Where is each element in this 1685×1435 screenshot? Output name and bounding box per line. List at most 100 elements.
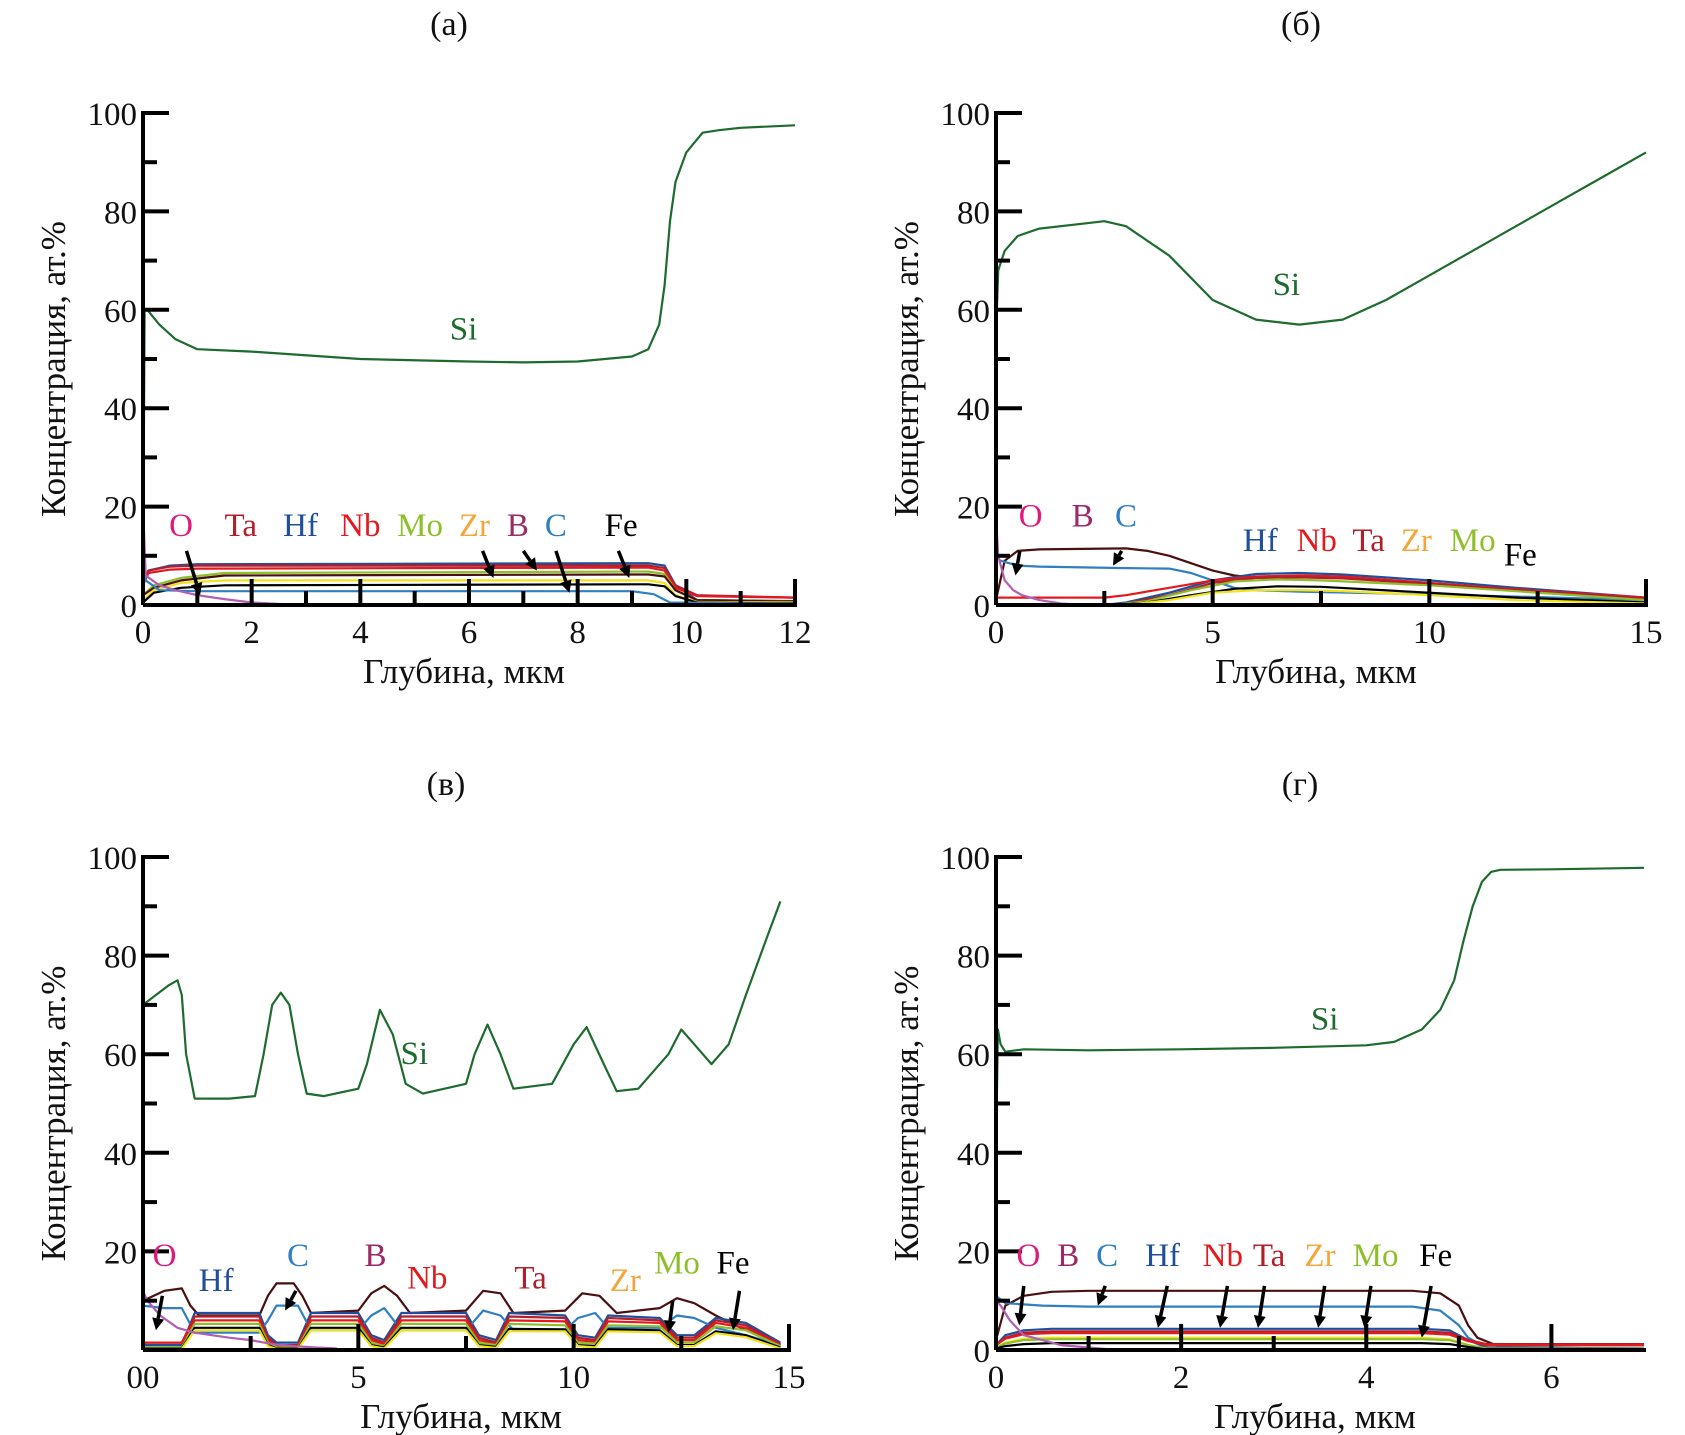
x-axis-title: Глубина, мкм — [1215, 652, 1417, 691]
arrow-head-icon — [729, 1317, 741, 1331]
pointer-arrow — [1015, 550, 1022, 564]
element-label-c: C — [287, 1238, 309, 1274]
y-axis-title: Концентрация, ат.% — [34, 221, 73, 517]
y-tick-label: 20 — [104, 1235, 137, 1271]
element-label-fe: Fe — [605, 508, 638, 544]
element-label-b: B — [365, 1238, 387, 1274]
element-label-hf: Hf — [1145, 1238, 1180, 1274]
panel-title: (б) — [1281, 6, 1321, 43]
element-label-c: C — [1115, 498, 1137, 534]
element-label-b: B — [1072, 498, 1094, 534]
y-tick-label: 100 — [941, 97, 991, 133]
series-line-nb — [143, 1319, 781, 1348]
y-tick-label: 20 — [957, 491, 990, 527]
y-tick-label: 60 — [957, 1038, 990, 1074]
element-label-mo: Mo — [397, 508, 443, 544]
series-line-si — [142, 901, 782, 1100]
arrow-head-icon — [483, 564, 495, 578]
element-label-nb: Nb — [340, 508, 380, 544]
y-axis-title: Концентрация, ат.% — [887, 221, 926, 517]
element-label-nb: Nb — [1296, 523, 1336, 559]
y-tick-label: 60 — [104, 294, 137, 330]
element-label-ta: Ta — [1253, 1238, 1286, 1274]
arrow-head-icon — [1011, 562, 1024, 576]
series-line-zr — [996, 589, 1647, 607]
series-line-b — [994, 547, 1257, 601]
y-tick-label: 60 — [957, 294, 990, 330]
x-tick-label: 10 — [557, 1360, 590, 1396]
y-axis-title: Концентрация, ат.% — [34, 966, 73, 1262]
element-label-zr: Zr — [459, 508, 490, 544]
series-line-o — [995, 1299, 1117, 1352]
pointer-arrow — [733, 1290, 742, 1319]
element-label-o: O — [1016, 1238, 1040, 1274]
x-tick-label: 12 — [779, 615, 812, 651]
pointer-arrow — [1258, 1285, 1267, 1317]
element-label-fe: Fe — [717, 1246, 750, 1282]
series-line-o — [994, 516, 1083, 607]
pointer-arrow — [289, 1290, 298, 1301]
x-tick-label: 2 — [243, 615, 260, 651]
y-tick-label: 20 — [957, 1235, 990, 1271]
arrow-head-icon — [560, 579, 572, 593]
series-line-si — [994, 866, 1645, 1153]
y-tick-label: 40 — [104, 392, 137, 428]
element-label-fe: Fe — [1504, 538, 1537, 574]
series-line-mo — [995, 1338, 1645, 1351]
element-label-o: O — [1019, 498, 1043, 534]
pointer-arrow — [668, 1300, 675, 1322]
x-tick-label: 4 — [352, 615, 369, 651]
element-label-b: B — [507, 508, 529, 544]
y-tick-label: 80 — [957, 940, 990, 976]
arrow-head-icon — [525, 557, 537, 571]
y-tick-label: 80 — [104, 195, 137, 231]
panel-title: (в) — [427, 766, 466, 803]
arrow-head-icon — [1096, 1292, 1108, 1306]
x-tick-label: 4 — [1358, 1360, 1375, 1396]
pointer-arrow — [554, 550, 568, 582]
element-label-si: Si — [1273, 267, 1301, 303]
pointer-arrow — [1018, 1285, 1026, 1314]
y-tick-label: 40 — [957, 1137, 990, 1173]
arrow-head-icon — [1216, 1314, 1229, 1328]
element-label-ta: Ta — [225, 508, 258, 544]
x-tick-label: 10 — [1413, 615, 1446, 651]
series-line-nb — [141, 566, 796, 599]
element-label-nb: Nb — [1203, 1238, 1243, 1274]
x-tick-label: 6 — [461, 615, 478, 651]
element-label-ta: Ta — [1352, 523, 1385, 559]
element-label-si: Si — [450, 311, 478, 347]
pointer-arrow — [1117, 549, 1124, 557]
element-label-zr: Zr — [610, 1263, 641, 1299]
element-label-mo: Mo — [1353, 1238, 1399, 1274]
series-line-ta — [143, 1315, 781, 1347]
arrow-head-icon — [1014, 1312, 1027, 1326]
y-axis-title: Концентрация, ат.% — [887, 966, 926, 1262]
arrow-head-icon — [619, 564, 631, 578]
element-label-hf: Hf — [199, 1263, 234, 1299]
panel-title: (а) — [430, 6, 468, 43]
element-label-si: Si — [1311, 1002, 1339, 1038]
x-tick-label: 5 — [350, 1360, 367, 1396]
y-tick-label: 0 — [121, 589, 138, 625]
x-tick-label: 5 — [1204, 615, 1221, 651]
pointer-arrow — [1364, 1285, 1373, 1317]
y-tick-label: 40 — [104, 1137, 137, 1173]
x-axis-title: Глубина, мкм — [363, 652, 565, 691]
x-tick-label: 0 — [988, 1360, 1005, 1396]
element-label-zr: Zr — [1401, 523, 1432, 559]
series-line-si — [141, 124, 796, 596]
y-tick-label: 100 — [88, 97, 138, 133]
pointer-arrow — [616, 550, 627, 568]
element-label-o: O — [169, 508, 193, 544]
element-label-fe: Fe — [1419, 1238, 1452, 1274]
x-tick-label: 2 — [1173, 1360, 1190, 1396]
series-line-si — [994, 151, 1647, 335]
chart-panel-c: (в) 20 40 60 80 100 00 5 10 15 Глубина, мкм Концент… — [34, 766, 806, 1435]
arrow-head-icon — [1154, 1314, 1167, 1328]
element-label-nb: Nb — [407, 1260, 447, 1296]
pointer-arrow — [184, 550, 199, 585]
x-tick-label: 10 — [670, 615, 703, 651]
x-tick-label: 00 — [127, 1360, 160, 1396]
chart-panel-a: (а) 0 20 40 60 80 100 0 2 4 6 8 10 12 Глубина, мкм Конц… — [34, 6, 812, 691]
